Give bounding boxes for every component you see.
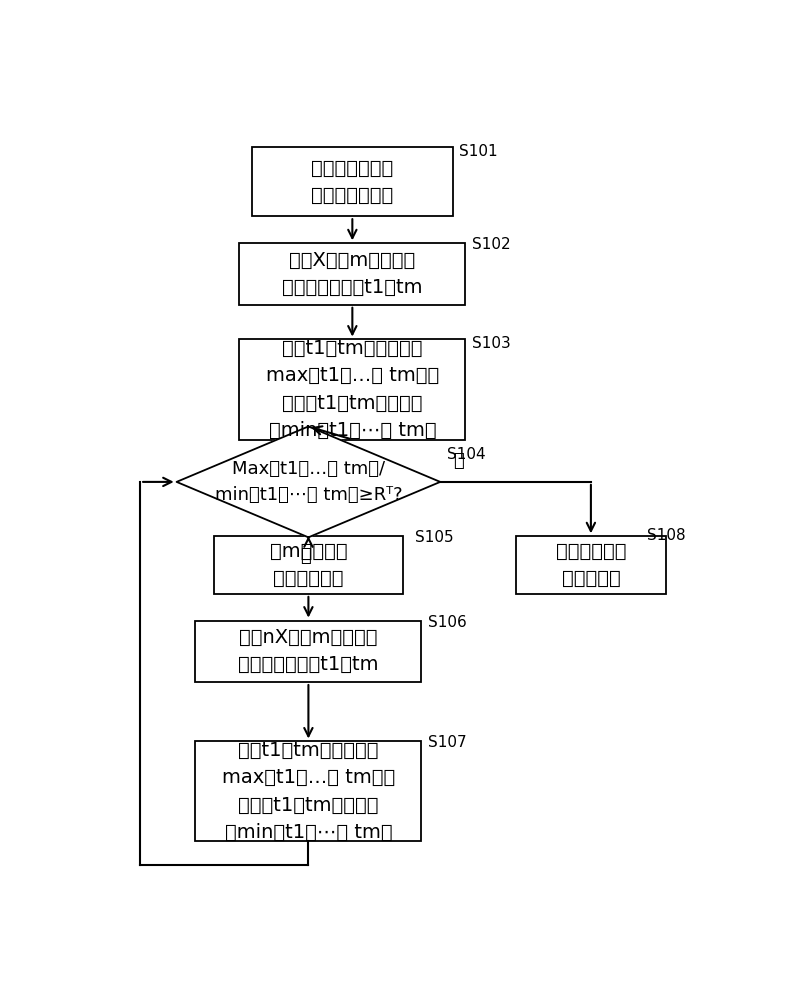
Text: 是: 是	[300, 547, 311, 565]
Text: 保持当前的启
动顺序不变: 保持当前的启 动顺序不变	[556, 542, 626, 588]
Bar	[516, 536, 666, 594]
Text: 对m个压缩机
进行轮値切换: 对m个压缩机 进行轮値切换	[270, 542, 347, 588]
Bar	[214, 536, 403, 594]
Text: Max（t1，…， tm）/
min（t1，⋯， tm）≥Rᵀ?: Max（t1，…， tm）/ min（t1，⋯， tm）≥Rᵀ?	[215, 460, 403, 504]
Bar	[195, 620, 421, 682]
Text: 获取t1至tm中的最大値
max（t1，…， tm），
并获取t1至tm中的最小
値min（t1，⋯， tm）: 获取t1至tm中的最大値 max（t1，…， tm）， 并获取t1至tm中的最小…	[266, 339, 439, 440]
Text: S101: S101	[459, 143, 497, 158]
Bar	[252, 147, 453, 216]
Bar	[240, 243, 465, 305]
Text: 获取t1至tm中的最大値
max（t1，…， tm），
并获取t1至tm中的最小
値min（t1，⋯， tm）: 获取t1至tm中的最大値 max（t1，…， tm）， 并获取t1至tm中的最小…	[222, 741, 395, 842]
Bar	[195, 741, 421, 841]
Text: S102: S102	[471, 237, 510, 252]
Text: S108: S108	[647, 528, 686, 544]
Text: 多联机系统以出
厂默认设置运行: 多联机系统以出 厂默认设置运行	[311, 158, 394, 205]
Text: 统计X年内m个压缩机
的累计运行时间t1至tm: 统计X年内m个压缩机 的累计运行时间t1至tm	[282, 251, 423, 297]
Polygon shape	[177, 426, 441, 537]
Text: S105: S105	[415, 530, 454, 545]
Text: S103: S103	[471, 336, 510, 351]
Bar	[240, 339, 465, 440]
Text: 统计nX年内m个压缩机
的累计运行时间t1至tm: 统计nX年内m个压缩机 的累计运行时间t1至tm	[238, 628, 378, 674]
Text: S107: S107	[428, 735, 467, 750]
Text: 否: 否	[453, 452, 463, 470]
Text: S106: S106	[428, 615, 467, 630]
Text: S104: S104	[446, 447, 485, 462]
